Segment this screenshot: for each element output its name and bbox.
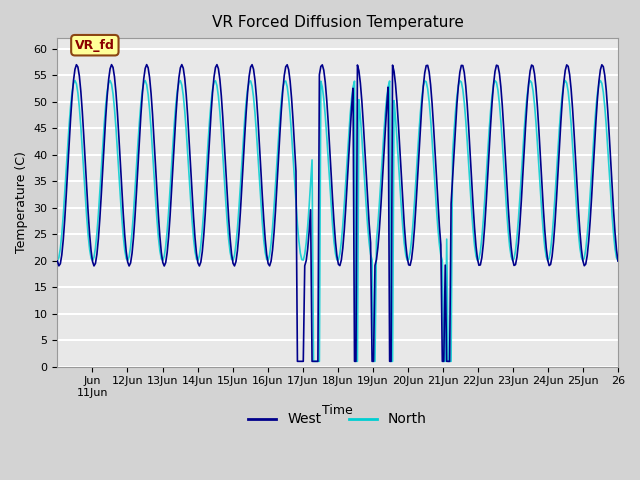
North bbox=[310, 359, 317, 364]
North bbox=[614, 258, 622, 264]
North bbox=[596, 78, 604, 84]
West bbox=[345, 154, 353, 160]
West bbox=[540, 205, 547, 211]
West bbox=[456, 69, 464, 75]
North bbox=[538, 210, 546, 216]
West bbox=[294, 359, 301, 364]
West bbox=[54, 258, 61, 264]
North bbox=[612, 255, 620, 261]
West bbox=[90, 263, 98, 269]
North bbox=[54, 258, 61, 264]
West bbox=[612, 247, 620, 252]
North bbox=[454, 83, 462, 88]
North bbox=[343, 156, 351, 161]
West bbox=[178, 62, 186, 68]
North bbox=[90, 254, 98, 260]
North bbox=[72, 81, 80, 87]
Legend: West, North: West, North bbox=[243, 407, 433, 432]
West bbox=[614, 258, 622, 264]
Y-axis label: Temperature (C): Temperature (C) bbox=[15, 151, 28, 253]
Line: West: West bbox=[58, 65, 618, 361]
Title: VR Forced Diffusion Temperature: VR Forced Diffusion Temperature bbox=[212, 15, 463, 30]
Line: North: North bbox=[58, 81, 618, 361]
Text: VR_fd: VR_fd bbox=[75, 39, 115, 52]
X-axis label: Time: Time bbox=[323, 404, 353, 417]
West bbox=[72, 62, 80, 68]
